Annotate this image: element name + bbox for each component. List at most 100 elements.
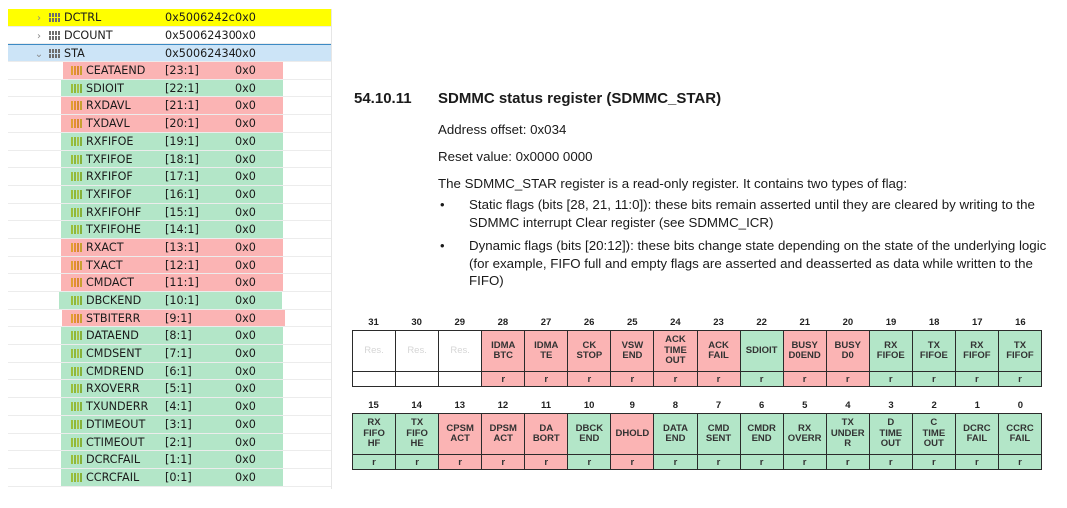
register-value[interactable]: 0x0 bbox=[235, 47, 256, 61]
field-bit-range: [16:1] bbox=[165, 187, 199, 201]
field-name: RXFIFOHF bbox=[86, 205, 142, 219]
field-row-rxfifohf[interactable]: RXFIFOHF [15:1] 0x0 bbox=[8, 203, 332, 222]
field-value[interactable]: 0x0 bbox=[235, 417, 256, 431]
chevron-down-icon[interactable]: ⌄ bbox=[34, 49, 44, 61]
field-row-ceataend[interactable]: CEATAEND [23:1] 0x0 bbox=[8, 62, 332, 80]
register-row-sta[interactable]: ⌄ STA 0x50062434 0x0 bbox=[8, 44, 332, 63]
field-value[interactable]: 0x0 bbox=[235, 382, 256, 396]
bit-access-type: r bbox=[544, 456, 549, 468]
bit-field-20: BUSY D0 r bbox=[826, 331, 870, 386]
field-value[interactable]: 0x0 bbox=[235, 170, 256, 184]
bit-access-type: r bbox=[802, 456, 807, 468]
field-name-cell: CEATAEND bbox=[71, 62, 145, 79]
bit-access-type: r bbox=[931, 373, 936, 385]
field-row-rxfifoe[interactable]: RXFIFOE [19:1] 0x0 bbox=[8, 132, 332, 151]
register-address: 0x50062434 bbox=[165, 47, 236, 61]
field-row-cmdsent[interactable]: CMDSENT [7:1] 0x0 bbox=[8, 345, 332, 363]
field-row-cmdact[interactable]: CMDACT [11:1] 0x0 bbox=[8, 274, 332, 292]
field-value[interactable]: 0x0 bbox=[235, 347, 256, 361]
field-row-txdavl[interactable]: TXDAVL [20:1] 0x0 bbox=[8, 115, 332, 133]
bullet-icon: • bbox=[440, 197, 445, 212]
field-row-stbiterr[interactable]: STBITERR [9:1] 0x0 bbox=[8, 309, 332, 328]
field-row-txfifoe[interactable]: TXFIFOE [18:1] 0x0 bbox=[8, 150, 332, 169]
field-value[interactable]: 0x0 bbox=[235, 311, 256, 325]
bit-field-9: DHOLD r bbox=[611, 414, 655, 469]
bit-field-name: RX OVERR bbox=[783, 414, 826, 455]
field-value[interactable]: 0x0 bbox=[235, 435, 256, 449]
bit-field-name: ACK TIME OUT bbox=[654, 331, 697, 372]
bit-field-name: CCRC FAIL bbox=[998, 414, 1041, 455]
chevron-right-icon[interactable]: › bbox=[37, 13, 41, 24]
field-value[interactable]: 0x0 bbox=[235, 329, 256, 343]
bit-field-name: TX FIFOE bbox=[912, 331, 955, 372]
field-row-cmdrend[interactable]: CMDREND [6:1] 0x0 bbox=[8, 362, 332, 381]
field-value[interactable]: 0x0 bbox=[235, 258, 256, 272]
field-row-dbckend[interactable]: DBCKEND [10:1] 0x0 bbox=[8, 292, 332, 310]
field-row-ccrcfail[interactable]: CCRCFAIL [0:1] 0x0 bbox=[8, 468, 332, 487]
field-row-dtimeout[interactable]: DTIMEOUT [3:1] 0x0 bbox=[8, 415, 332, 434]
bit-number: 17 bbox=[972, 317, 983, 328]
field-name-cell: CMDACT bbox=[71, 274, 134, 291]
field-value[interactable]: 0x0 bbox=[235, 453, 256, 467]
field-color-highlight bbox=[61, 415, 283, 433]
field-row-txfifohe[interactable]: TXFIFOHE [14:1] 0x0 bbox=[8, 221, 332, 239]
register-value[interactable]: 0x0 bbox=[235, 11, 256, 24]
field-row-txunderr[interactable]: TXUNDERR [4:1] 0x0 bbox=[8, 398, 332, 416]
bit-access-type: r bbox=[716, 373, 721, 385]
register-value[interactable]: 0x0 bbox=[235, 28, 256, 42]
field-name-cell: TXACT bbox=[71, 257, 123, 274]
field-row-ctimeout[interactable]: CTIMEOUT [2:1] 0x0 bbox=[8, 433, 332, 452]
field-color-highlight bbox=[61, 256, 283, 274]
bit-field-7: CMD SENT r bbox=[697, 414, 741, 469]
register-row-dctrl[interactable]: › DCTRL 0x5006242c 0x0 bbox=[8, 9, 332, 27]
field-row-rxoverr[interactable]: RXOVERR [5:1] 0x0 bbox=[8, 380, 332, 399]
field-value[interactable]: 0x0 bbox=[235, 117, 256, 131]
field-value[interactable]: 0x0 bbox=[235, 223, 256, 237]
field-row-rxfifof[interactable]: RXFIFOF [17:1] 0x0 bbox=[8, 168, 332, 186]
field-row-dcrcfail[interactable]: DCRCFAIL [1:1] 0x0 bbox=[8, 451, 332, 469]
field-row-dataend[interactable]: DATAEND [8:1] 0x0 bbox=[8, 327, 332, 346]
field-value[interactable]: 0x0 bbox=[235, 99, 256, 113]
field-value[interactable]: 0x0 bbox=[235, 470, 256, 484]
field-bit-range: [1:1] bbox=[165, 453, 192, 467]
field-list: CEATAEND [23:1] 0x0 SDIOIT [22:1] 0x0 RXDAVL [2… bbox=[8, 62, 332, 487]
bit-field-name: TX FIFO HE bbox=[396, 414, 439, 455]
field-name-cell: DTIMEOUT bbox=[71, 416, 145, 433]
field-value[interactable]: 0x0 bbox=[235, 81, 256, 95]
field-row-txfifof[interactable]: TXFIFOF [16:1] 0x0 bbox=[8, 185, 332, 204]
bit-field-22: SDIOIT r bbox=[740, 331, 784, 386]
field-bit-range: [22:1] bbox=[165, 81, 199, 95]
field-name: RXFIFOE bbox=[86, 134, 134, 148]
field-row-sdioit[interactable]: SDIOIT [22:1] 0x0 bbox=[8, 79, 332, 98]
field-value[interactable]: 0x0 bbox=[235, 240, 256, 254]
field-row-txact[interactable]: TXACT [12:1] 0x0 bbox=[8, 256, 332, 275]
field-value[interactable]: 0x0 bbox=[235, 364, 256, 378]
field-bit-range: [13:1] bbox=[165, 240, 199, 254]
field-value[interactable]: 0x0 bbox=[235, 276, 256, 290]
field-value[interactable]: 0x0 bbox=[235, 64, 256, 78]
field-value[interactable]: 0x0 bbox=[235, 134, 256, 148]
bit-number: 22 bbox=[756, 317, 767, 328]
field-value[interactable]: 0x0 bbox=[235, 400, 256, 414]
register-row-dcount[interactable]: › DCOUNT 0x50062430 0x0 bbox=[8, 27, 332, 45]
bit-numbers-31-16: 31 30 29 28 27 26 25 24 23 22 21 20 19 18 17 16 bbox=[352, 316, 1042, 330]
bitfield-icon bbox=[71, 260, 82, 270]
field-color-highlight bbox=[61, 150, 283, 168]
field-name: CCRCFAIL bbox=[86, 470, 140, 484]
field-color-highlight bbox=[61, 185, 283, 203]
bit-number: 23 bbox=[713, 317, 724, 328]
field-value[interactable]: 0x0 bbox=[235, 294, 256, 307]
field-name: CMDSENT bbox=[86, 347, 142, 361]
field-color-highlight bbox=[61, 433, 283, 451]
field-bit-range: [21:1] bbox=[165, 99, 199, 113]
register-name: DCOUNT bbox=[64, 28, 113, 42]
bit-number: 10 bbox=[583, 400, 595, 411]
field-row-rxdavl[interactable]: RXDAVL [21:1] 0x0 bbox=[8, 97, 332, 116]
chevron-right-icon[interactable]: › bbox=[37, 30, 41, 42]
field-color-highlight bbox=[61, 221, 283, 238]
bit-field-29: Res. bbox=[439, 331, 483, 386]
field-value[interactable]: 0x0 bbox=[235, 187, 256, 201]
field-value[interactable]: 0x0 bbox=[235, 205, 256, 219]
field-value[interactable]: 0x0 bbox=[235, 152, 256, 166]
field-row-rxact[interactable]: RXACT [13:1] 0x0 bbox=[8, 238, 332, 257]
